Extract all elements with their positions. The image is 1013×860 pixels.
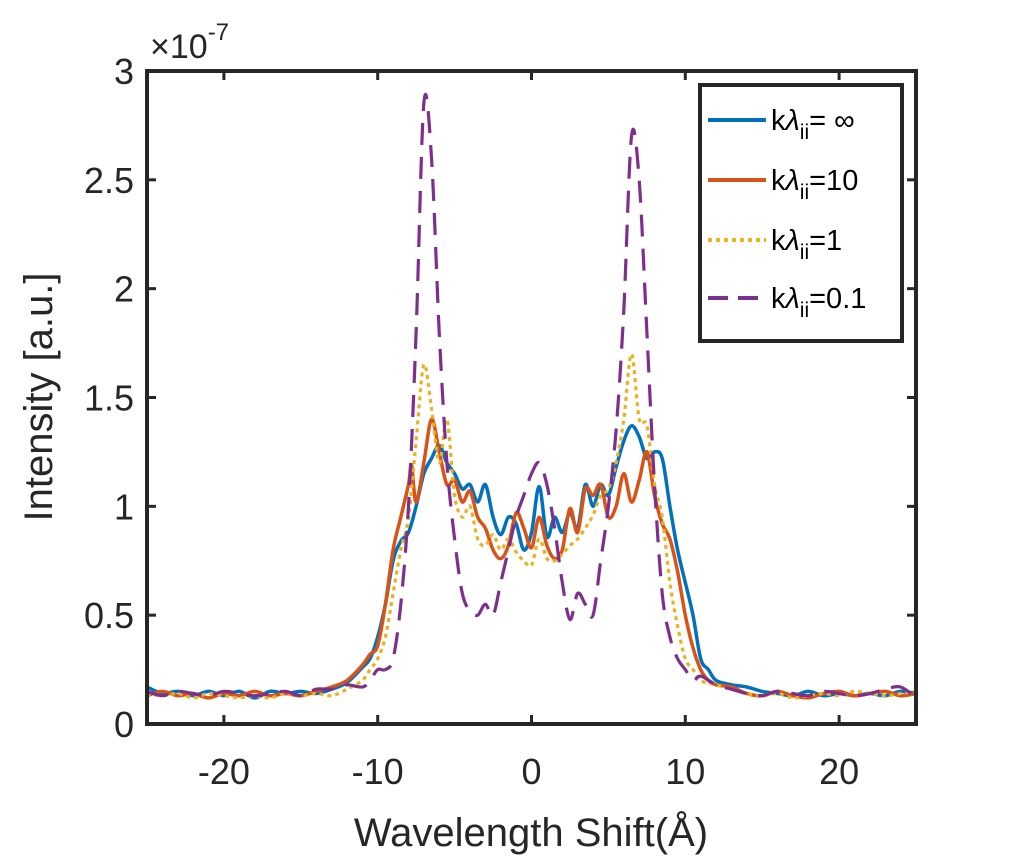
y-tick-label: 0 — [114, 704, 134, 745]
x-tick-label: -10 — [352, 751, 404, 792]
legend-box — [698, 83, 904, 343]
x-tick-label: 20 — [819, 751, 859, 792]
series-line-10 — [147, 417, 916, 700]
legend-label-inf: kλii= ∞ — [771, 105, 855, 144]
plot-frame — [145, 69, 918, 726]
legend-label-1: kλii=1 — [771, 225, 842, 264]
y-tick-label: 2.5 — [84, 160, 134, 201]
series-line-0-1 — [147, 93, 916, 700]
legend: kλii= ∞ kλii=10 kλii=1 kλii=0.1 — [698, 83, 904, 343]
y-tick-label: 2 — [114, 269, 134, 310]
legend-label-0-1: kλii=0.1 — [771, 283, 866, 322]
x-tick-label: 10 — [665, 751, 705, 792]
x-axis-label: Wavelength Shift(Å) — [354, 810, 708, 855]
y-tick-label: 3 — [114, 51, 134, 92]
series-layer — [147, 93, 916, 700]
x-tick-label: -20 — [198, 751, 250, 792]
y-tick-label: 0.5 — [84, 595, 134, 636]
y-axis-label: Intensity [a.u.] — [17, 272, 61, 521]
y-axis-multiplier: ×10-7 — [150, 19, 229, 66]
y-tick-label: 1 — [114, 486, 134, 527]
legend-label-10: kλii=10 — [771, 165, 858, 204]
x-tick-label: 0 — [521, 751, 541, 792]
ticks-layer: -20 -10 0 10 20 0 0.5 1 1.5 2 2.5 3 — [84, 51, 916, 792]
y-tick-label: 1.5 — [84, 378, 134, 419]
